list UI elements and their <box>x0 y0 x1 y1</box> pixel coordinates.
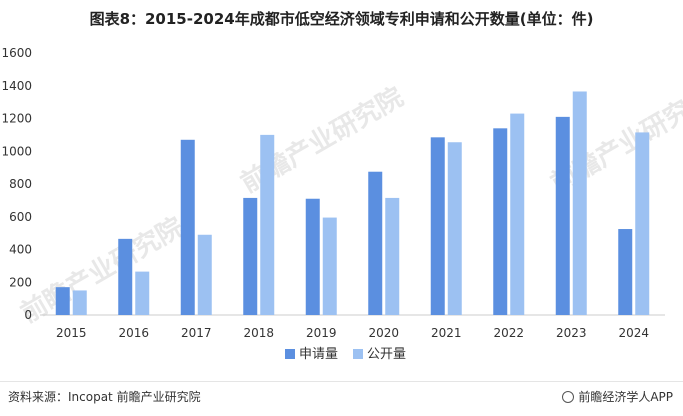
bar-applications <box>368 171 383 315</box>
footer-divider <box>0 381 683 382</box>
x-tick-label: 2015 <box>56 326 87 340</box>
x-tick-label: 2024 <box>618 326 649 340</box>
x-tick-label: 2018 <box>243 326 274 340</box>
y-tick-label: 200 <box>9 275 32 289</box>
x-tick-label: 2021 <box>431 326 462 340</box>
bar-applications <box>493 128 508 315</box>
bar-publications <box>510 113 525 316</box>
y-tick-label: 1200 <box>1 112 32 126</box>
bar-applications <box>430 137 445 315</box>
x-tick-label: 2019 <box>306 326 337 340</box>
y-tick-label: 800 <box>9 177 32 191</box>
chart-title: 图表8：2015-2024年成都市低空经济领域专利申请和公开数量(单位：件) <box>89 10 594 28</box>
bar-applications <box>118 238 133 315</box>
x-tick-label: 2023 <box>556 326 587 340</box>
bar-publications <box>385 197 400 315</box>
bar-publications <box>72 290 87 315</box>
bar-publications <box>135 271 150 315</box>
bar-publications <box>322 217 337 315</box>
bar-applications <box>243 197 258 315</box>
legend-label: 公开量 <box>367 347 406 362</box>
x-tick-label: 2017 <box>181 326 212 340</box>
x-tick-label: 2020 <box>368 326 399 340</box>
bar-applications <box>618 229 633 315</box>
legend-label: 申请量 <box>299 347 338 362</box>
y-tick-label: 600 <box>9 210 32 224</box>
bar-applications <box>180 139 195 315</box>
source-note: 资料来源：Incopat 前瞻产业研究院 <box>8 390 201 404</box>
bar-publications <box>572 91 587 315</box>
y-tick-label: 1000 <box>1 144 32 158</box>
credit-text: 前瞻经济学人APP <box>578 390 673 404</box>
bar-publications <box>635 132 650 315</box>
bar-applications <box>305 198 320 315</box>
x-tick-label: 2016 <box>118 326 149 340</box>
bar-applications <box>555 116 570 315</box>
legend-swatch <box>353 349 363 359</box>
credit: 前瞻经济学人APP <box>562 388 673 405</box>
bar-publications <box>260 134 275 315</box>
y-tick-label: 1600 <box>1 46 32 60</box>
bar-publications <box>197 234 212 315</box>
brand-logo-icon <box>562 390 575 403</box>
y-tick-label: 400 <box>9 243 32 257</box>
bar-publications <box>447 142 462 315</box>
x-tick-label: 2022 <box>493 326 524 340</box>
legend-swatch <box>285 349 295 359</box>
y-tick-label: 1400 <box>1 79 32 93</box>
bar-applications <box>55 287 70 315</box>
bar-chart: 0 200 400 600 800 1000 1200 1400 1600 2015 2016 201… <box>1 46 665 362</box>
y-tick-label: 0 <box>24 308 32 322</box>
